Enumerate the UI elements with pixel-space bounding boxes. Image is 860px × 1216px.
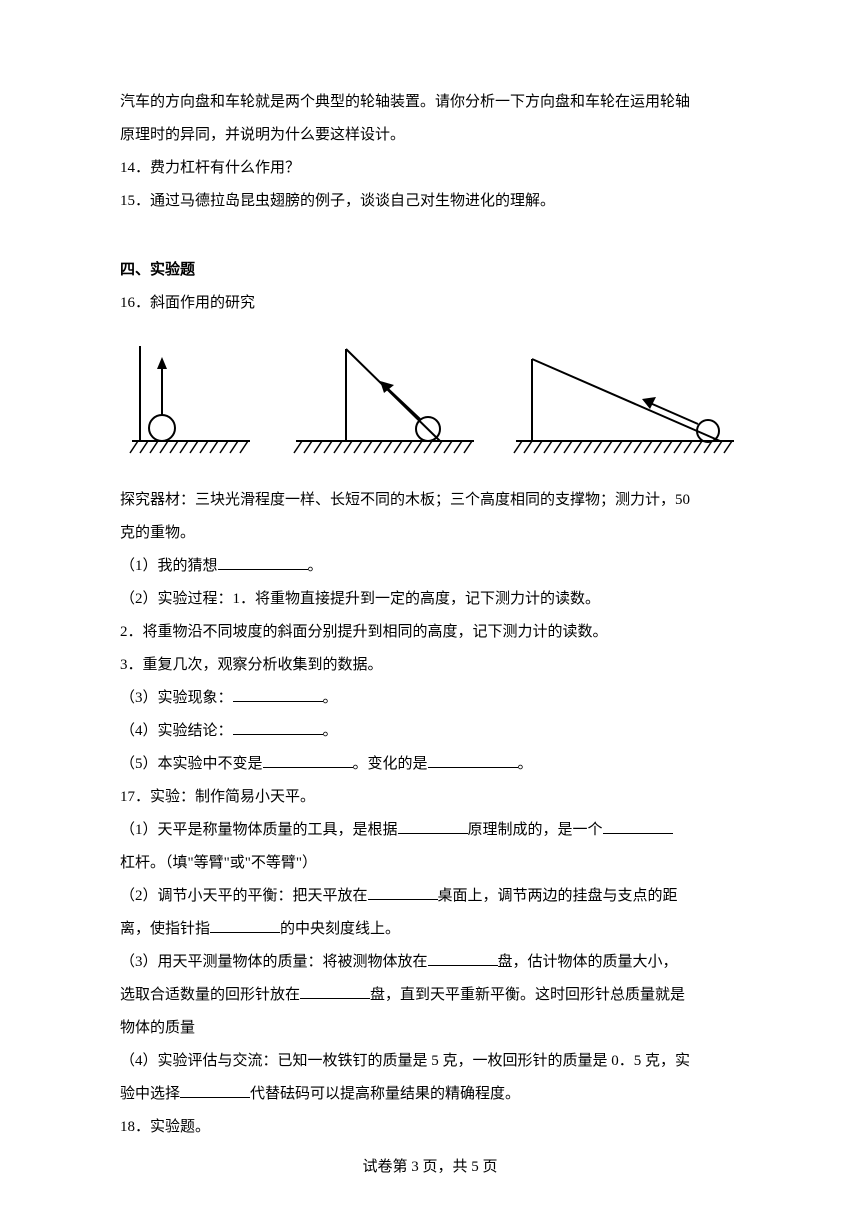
q17-2b: 桌面上，调节两边的挂盘与支点的距 [438,888,678,904]
q16-sub2: （2）实验过程：1．将重物直接提升到一定的高度，记下测力计的读数。 [120,583,740,616]
q17-sub3: （3）用天平测量物体的质量：将被测物体放在 盘，估计物体的质量大小， [120,946,740,979]
intro-line-2: 原理时的异同，并说明为什么要这样设计。 [120,119,740,152]
q17-sub3-line2: 选取合适数量的回形针放在 盘，直到天平重新平衡。这时回形针总质量就是 [120,979,740,1012]
q17-1a: （1）天平是称量物体质量的工具，是根据 [120,822,398,838]
blank-guess [218,554,308,570]
q17-3b: 盘，估计物体的质量大小， [498,954,678,970]
blank-conclusion [233,719,323,735]
q16-sub5-mid: 。变化的是 [353,756,428,772]
q16-sub5-suffix: 。 [518,756,533,772]
q17-4c: 代替砝码可以提高称量结果的精确程度。 [250,1086,520,1102]
q17-3d: 盘，直到天平重新平衡。这时回形针总质量就是 [370,987,685,1003]
q16-sub1-suffix: 。 [308,558,323,574]
question-14: 14．费力杠杆有什么作用？ [120,152,740,185]
q16-sub3: （3）实验现象： 。 [120,682,740,715]
q17-3a: （3）用天平测量物体的质量：将被测物体放在 [120,954,428,970]
blank-object-pan [428,950,498,966]
q16-sub4: （4）实验结论： 。 [120,715,740,748]
q17-sub4: （4）实验评估与交流：已知一枚铁钉的质量是 5 克，一枚回形针的质量是 0．5 … [120,1045,740,1078]
q16-sub4-prefix: （4）实验结论： [120,723,233,739]
q17-2a: （2）调节小天平的平衡：把天平放在 [120,888,368,904]
diagram-gentle-incline [510,341,740,456]
q17-3c: 选取合适数量的回形针放在 [120,987,300,1003]
blank-constant [263,752,353,768]
q16-materials-1: 探究器材：三块光滑程度一样、长短不同的木板；三个高度相同的支撑物；测力计，50 [120,484,740,517]
question-16-title: 16．斜面作用的研究 [120,287,740,320]
q16-sub3-prefix: （3）实验现象： [120,690,233,706]
q17-sub4-line2: 验中选择 代替砝码可以提高称量结果的精确程度。 [120,1078,740,1111]
blank-phenomenon [233,686,323,702]
q17-2c: 离，使指针指 [120,921,210,937]
q16-materials-2: 克的重物。 [120,517,740,550]
q16-sub1-prefix: （1）我的猜想 [120,558,218,574]
q16-sub5-prefix: （5）本实验中不变是 [120,756,263,772]
q16-sub4-suffix: 。 [323,723,338,739]
blank-lever-type [603,818,673,834]
page-footer: 试卷第 3 页，共 5 页 [0,1151,860,1184]
question-18-title: 18．实验题。 [120,1111,740,1144]
question-17-title: 17．实验：制作简易小天平。 [120,781,740,814]
blank-surface [368,884,438,900]
blank-pointer [210,917,280,933]
q17-sub1-line2: 杠杆。（填"等臂"或"不等臂"） [120,847,740,880]
question-15: 15．通过马德拉岛昆虫翅膀的例子，谈谈自己对生物进化的理解。 [120,185,740,218]
q16-step2: 2．将重物沿不同坡度的斜面分别提升到相同的高度，记下测力计的读数。 [120,616,740,649]
q16-sub5: （5）本实验中不变是 。变化的是 。 [120,748,740,781]
intro-line-1: 汽车的方向盘和车轮就是两个典型的轮轴装置。请你分析一下方向盘和车轮在运用轮轴 [120,86,740,119]
diagram-steep-incline [290,341,480,456]
q17-2d: 的中央刻度线上。 [280,921,400,937]
diagram-vertical-lift [120,341,260,456]
blank-choice [180,1082,250,1098]
q17-sub2-line2: 离，使指针指 的中央刻度线上。 [120,913,740,946]
incline-diagrams [120,338,740,456]
q17-1b: 原理制成的，是一个 [468,822,603,838]
section-4-title: 四、实验题 [120,254,740,287]
q17-4b: 验中选择 [120,1086,180,1102]
blank-variable [428,752,518,768]
q16-step3: 3．重复几次，观察分析收集到的数据。 [120,649,740,682]
q16-sub3-suffix: 。 [323,690,338,706]
blank-clip-pan [300,983,370,999]
q17-sub1: （1）天平是称量物体质量的工具，是根据 原理制成的，是一个 [120,814,740,847]
blank-principle [398,818,468,834]
q17-sub3-line3: 物体的质量 [120,1012,740,1045]
q16-sub1: （1）我的猜想 。 [120,550,740,583]
q17-sub2: （2）调节小天平的平衡：把天平放在 桌面上，调节两边的挂盘与支点的距 [120,880,740,913]
